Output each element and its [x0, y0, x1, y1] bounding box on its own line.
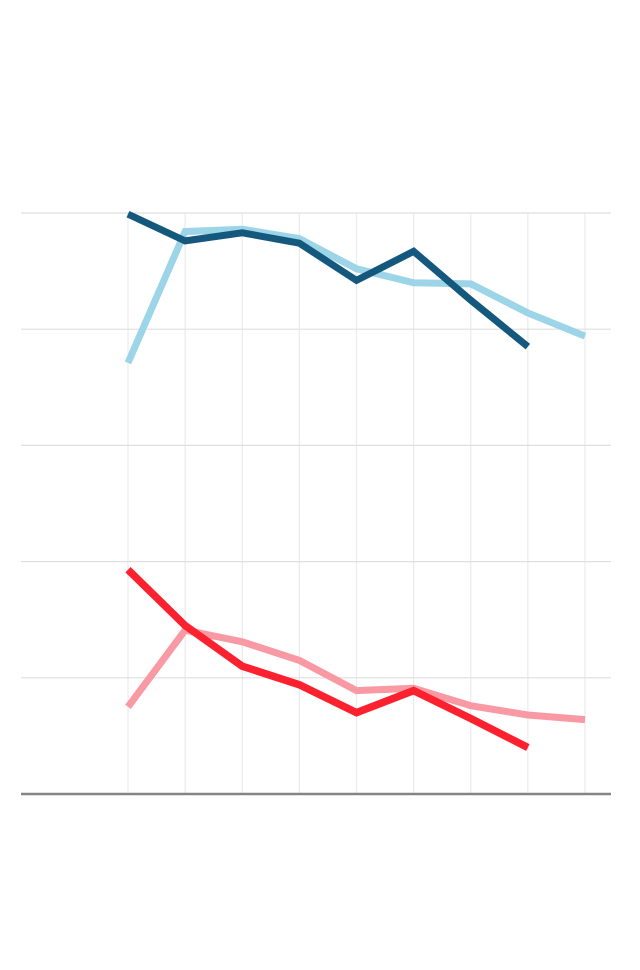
- vertical-gridlines: [127, 213, 586, 794]
- light-blue-line: [124, 225, 587, 365]
- red-line: [125, 567, 530, 751]
- dark-blue-line: [126, 210, 531, 350]
- horizontal-gridlines: [21, 212, 611, 679]
- data-series: [124, 210, 587, 751]
- pink-line: [125, 626, 586, 724]
